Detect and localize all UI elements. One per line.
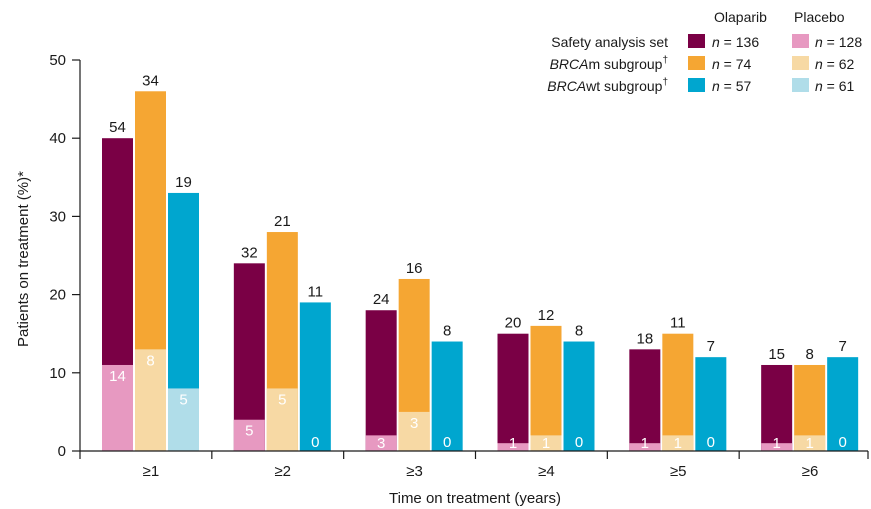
data-label-placebo: 0 — [443, 434, 451, 451]
data-label-olaparib: 20 — [505, 315, 522, 332]
data-label-placebo: 5 — [278, 391, 286, 408]
legend-swatch-olaparib — [688, 34, 705, 48]
data-label-olaparib: 11 — [308, 283, 324, 300]
y-tick-label: 20 — [49, 287, 66, 304]
x-tick-label: ≥1 — [143, 463, 160, 480]
bar-placebo — [497, 443, 529, 451]
data-label-placebo: 1 — [674, 435, 682, 452]
legend-swatch-placebo — [792, 78, 809, 92]
legend-header-placebo: Placebo — [794, 9, 845, 25]
bar-layer — [102, 91, 859, 451]
data-label-olaparib: 8 — [443, 323, 451, 340]
bar-placebo — [102, 364, 133, 451]
bar-olaparib — [662, 333, 694, 451]
legend-row-label: BRCAm subgroup† — [550, 55, 668, 72]
x-tick-label: ≥4 — [538, 463, 555, 480]
x-tick-label: ≥3 — [406, 463, 423, 480]
data-label-placebo: 1 — [772, 435, 780, 452]
legend-swatch-olaparib — [688, 78, 705, 92]
data-label-olaparib: 19 — [175, 174, 192, 191]
data-label-olaparib: 21 — [274, 213, 291, 230]
bar-placebo — [530, 435, 562, 451]
bar-olaparib — [629, 349, 661, 451]
bar-placebo — [233, 419, 265, 451]
bar-olaparib — [497, 333, 529, 451]
data-label-placebo: 14 — [109, 368, 126, 385]
bar-olaparib — [530, 325, 562, 451]
legend-n-placebo: n = 62 — [815, 56, 855, 72]
x-axis-title: Time on treatment (years) — [389, 490, 561, 507]
bar-placebo — [761, 443, 793, 451]
legend-row-label: Safety analysis set — [551, 34, 668, 50]
y-tick-label: 50 — [49, 52, 66, 69]
data-label-placebo: 1 — [641, 435, 649, 452]
data-label-olaparib: 15 — [768, 346, 785, 363]
legend-n-placebo: n = 61 — [815, 78, 855, 94]
x-tick-label: ≥2 — [274, 463, 291, 480]
data-label-placebo: 5 — [179, 391, 187, 408]
bar-placebo — [168, 388, 199, 451]
legend-n-olaparib: n = 136 — [712, 34, 759, 50]
bar-placebo — [629, 443, 661, 451]
bar-placebo — [662, 435, 694, 451]
data-label-placebo: 0 — [838, 434, 846, 451]
bar-placebo — [365, 435, 397, 451]
data-label-olaparib: 54 — [109, 119, 126, 136]
y-tick-label: 40 — [49, 130, 66, 147]
data-label-placebo: 0 — [707, 434, 715, 451]
bar-olaparib — [563, 341, 595, 451]
y-tick-label: 10 — [49, 365, 66, 382]
bar-placebo — [398, 411, 430, 451]
y-axis-title: Patients on treatment (%)* — [15, 171, 32, 347]
y-tick-label: 0 — [58, 443, 66, 460]
data-label-olaparib: 32 — [241, 244, 258, 261]
data-label-placebo: 3 — [410, 415, 418, 432]
data-label-placebo: 1 — [509, 435, 517, 452]
data-label-placebo: 1 — [805, 435, 813, 452]
bar-olaparib — [827, 357, 859, 451]
legend-swatch-olaparib — [688, 56, 705, 70]
data-label-olaparib: 34 — [142, 72, 159, 89]
bar-olaparib — [365, 310, 397, 451]
legend-swatch-placebo — [792, 56, 809, 70]
legend-n-olaparib: n = 57 — [712, 78, 752, 94]
bar-placebo — [266, 388, 298, 451]
bar-placebo — [794, 435, 826, 451]
data-label-olaparib: 24 — [373, 291, 390, 308]
x-tick-label: ≥5 — [670, 463, 687, 480]
data-label-olaparib: 7 — [707, 338, 715, 355]
data-label-olaparib: 18 — [636, 330, 653, 347]
data-label-placebo: 8 — [146, 352, 154, 369]
legend-row-label: BRCAwt subgroup† — [547, 77, 668, 94]
data-label-olaparib: 16 — [406, 260, 423, 277]
bar-olaparib — [299, 302, 331, 451]
bar-olaparib — [695, 357, 727, 451]
legend: Olaparib Placebo Safety analysis set n = 13… — [547, 9, 862, 94]
legend-swatch-placebo — [792, 34, 809, 48]
data-label-placebo: 0 — [575, 434, 583, 451]
data-label-placebo: 3 — [377, 435, 385, 452]
bar-olaparib — [761, 364, 793, 451]
data-label-olaparib: 7 — [838, 338, 846, 355]
data-label-olaparib: 12 — [538, 307, 555, 324]
data-label-placebo: 5 — [245, 423, 253, 440]
x-tick-label: ≥6 — [802, 463, 819, 480]
data-label-placebo: 0 — [311, 434, 319, 451]
data-label-placebo: 1 — [542, 435, 550, 452]
legend-header-olaparib: Olaparib — [714, 9, 767, 25]
bar-placebo — [135, 349, 166, 451]
y-tick-label: 30 — [49, 208, 66, 225]
legend-n-olaparib: n = 74 — [712, 56, 752, 72]
bar-olaparib — [431, 341, 463, 451]
legend-n-placebo: n = 128 — [815, 34, 862, 50]
data-label-layer: 5414348195325215110243163802011218018111… — [109, 72, 847, 452]
data-label-olaparib: 8 — [805, 346, 813, 363]
data-label-olaparib: 11 — [670, 315, 686, 332]
data-label-olaparib: 8 — [575, 323, 583, 340]
